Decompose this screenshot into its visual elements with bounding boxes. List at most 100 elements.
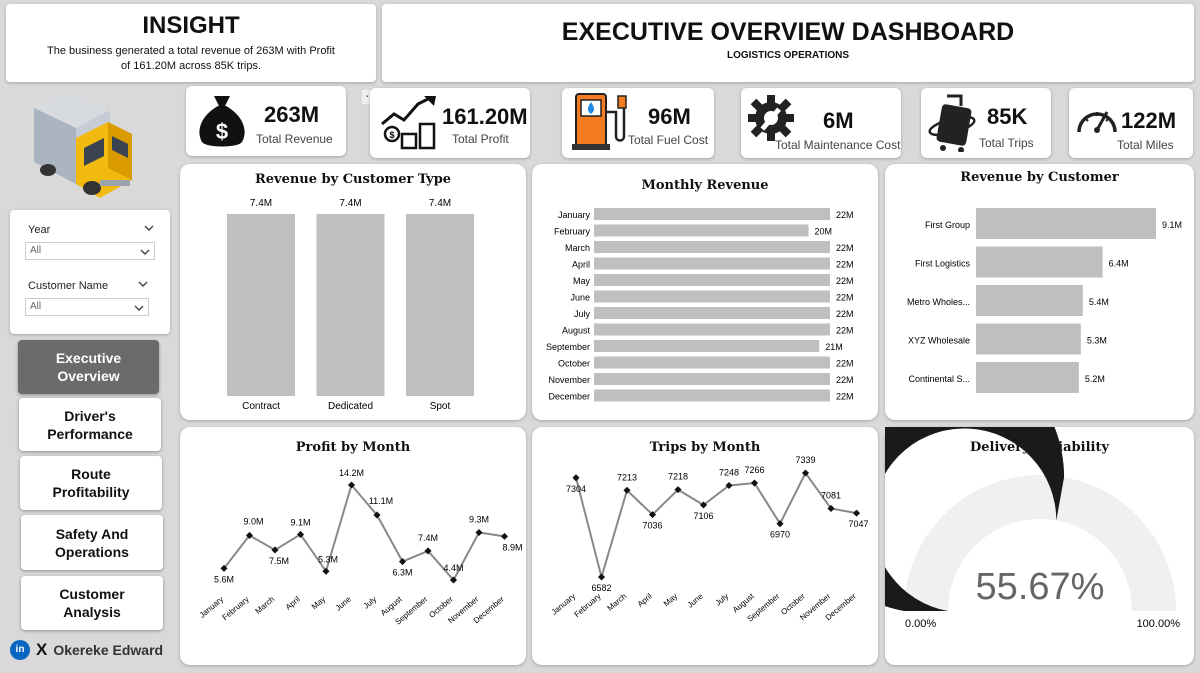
bar (976, 323, 1081, 355)
data-label: 22M (836, 276, 854, 286)
nav-label: Executive (55, 350, 122, 366)
bar (594, 241, 830, 253)
x-tick-label: February (572, 592, 602, 619)
data-label: 22M (836, 260, 854, 270)
page-subtitle: LOGISTICS OPERATIONS (726, 50, 850, 61)
category-label: First Group (925, 220, 970, 230)
customer-dropdown-value: All (30, 301, 42, 312)
nav-label: Analysis (63, 604, 121, 620)
x-tick-label: April (636, 592, 654, 609)
revenue-by-customer-type-plot: 7.4M Contract 7.4M Dedicated 7.4M Spot (227, 198, 474, 412)
data-label: 22M (836, 243, 854, 253)
category-label: August (562, 326, 591, 336)
nav-label: Route (71, 466, 111, 482)
category-label: Dedicated (328, 401, 373, 412)
chart-title: Trips by Month (649, 440, 761, 455)
data-label: 22M (836, 293, 854, 303)
truck-logo-icon (34, 92, 132, 198)
x-tick-label: May (310, 595, 327, 612)
bar (594, 356, 830, 369)
data-point (475, 528, 483, 537)
data-label: 7339 (795, 455, 815, 465)
customer-collapse-chevron-icon[interactable] (138, 280, 148, 288)
data-label: 5.6M (214, 574, 234, 584)
year-dropdown[interactable]: All (25, 242, 155, 260)
data-point (572, 474, 580, 482)
bar (594, 373, 830, 385)
gauge-track (904, 475, 1176, 611)
money-bag-icon: $ (199, 96, 245, 147)
data-label: 9.1M (1162, 220, 1182, 230)
data-point (449, 576, 458, 584)
chart-revenue-by-customer: Revenue by Customer First Group 9.1M First… (885, 164, 1194, 420)
category-label: XYZ Wholesale (908, 336, 970, 346)
data-point (271, 546, 279, 554)
kpi-label: Total Miles (1117, 138, 1174, 152)
data-point (500, 532, 509, 540)
gauge-fill (885, 427, 1065, 611)
nav-drivers-performance[interactable]: Driver's Performance (19, 398, 161, 451)
gauge-max-label: 100.00% (1137, 618, 1181, 630)
chart-monthly-revenue: Monthly Revenue January 22M February 20M Mar… (532, 164, 878, 420)
linkedin-icon[interactable]: in (10, 640, 30, 660)
nav-route-profitability[interactable]: Route Profitability (20, 456, 162, 510)
data-label: 7.4M (429, 198, 451, 209)
data-label: 22M (836, 392, 854, 402)
chevron-down-icon (140, 249, 150, 255)
chart-title: Revenue by Customer Type (254, 172, 452, 187)
year-collapse-chevron-icon[interactable] (144, 224, 154, 232)
data-label: 7.4M (339, 198, 361, 209)
data-label: 5.3M (1087, 336, 1107, 346)
category-label: March (565, 243, 590, 253)
kpi-total-profit: $ 161.20M Total Profit (370, 88, 530, 158)
x-tick-label: May (662, 592, 679, 609)
gauge-value: 55.67% (976, 566, 1105, 608)
data-label: 5.2M (1085, 374, 1105, 384)
bar (594, 307, 830, 319)
bar (594, 340, 820, 352)
bar (594, 274, 830, 286)
x-twitter-icon[interactable]: X (36, 640, 48, 659)
author-credit: in X Okereke Edward (10, 640, 163, 660)
nav-customer-analysis[interactable]: Customer Analysis (21, 576, 163, 630)
revenue-by-customer-plot: First Group 9.1M First Logistics 6.4M Metro … (907, 208, 1182, 393)
data-point (597, 573, 606, 581)
category-label: Spot (430, 401, 451, 412)
chart-title: Revenue by Customer (960, 170, 1119, 185)
kpi-value: 96M (648, 104, 691, 129)
chart-revenue-by-customer-type: Revenue by Customer Type 7.4M Contract 7.4… (180, 164, 526, 420)
fuel-pump-icon (572, 93, 627, 150)
kpi-value: 6M (823, 108, 854, 133)
data-point (827, 504, 835, 512)
bar (316, 214, 385, 396)
bar (976, 285, 1083, 316)
bar (976, 208, 1156, 239)
chart-profit-by-month: Profit by Month 5.6M January 9.0M February 7… (180, 427, 526, 665)
bar (594, 290, 830, 303)
data-label: 7248 (719, 468, 739, 478)
kpi-value: 263M (264, 102, 320, 127)
kpi-total-maintenance-cost: 6M Total Maintenance Cost (741, 88, 901, 158)
data-point (674, 486, 682, 494)
nav-executive-overview[interactable]: Executive Overview (18, 340, 159, 394)
delivery-reliability-gauge: 55.67% 0.00% 100.00% (885, 427, 1181, 630)
customer-dropdown[interactable]: All (25, 298, 149, 316)
nav-safety-operations[interactable]: Safety And Operations (21, 515, 163, 570)
kpi-value: 161.20M (442, 104, 528, 129)
data-label: 5.4M (1089, 297, 1109, 307)
nav-label: Overview (57, 368, 120, 384)
x-tick-label: March (605, 592, 628, 613)
data-label: 8.9M (502, 542, 522, 552)
nav-label: Operations (55, 543, 129, 560)
kpi-label: Total Fuel Cost (628, 133, 709, 147)
x-tick-label: April (284, 595, 302, 612)
gauge-min-label: 0.00% (905, 618, 936, 630)
category-label: May (573, 276, 591, 286)
kpi-total-fuel-cost: 96M Total Fuel Cost (562, 88, 714, 158)
data-label: 22M (836, 375, 854, 385)
x-tick-label: June (334, 594, 353, 612)
series-line (575, 471, 857, 581)
filter-panel: Year All Customer Name All (10, 210, 170, 334)
nav-label: Customer (59, 586, 125, 602)
speedometer-icon (1077, 111, 1117, 133)
